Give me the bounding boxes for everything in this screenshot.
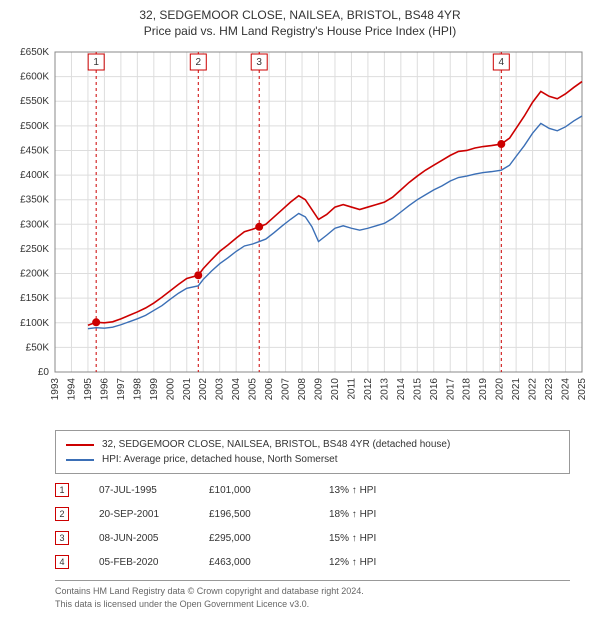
legend-label: 32, SEDGEMOOR CLOSE, NAILSEA, BRISTOL, B…: [102, 437, 450, 452]
svg-text:2006: 2006: [264, 378, 275, 401]
svg-text:£350K: £350K: [20, 195, 49, 206]
svg-text:2012: 2012: [363, 378, 374, 401]
title-main: 32, SEDGEMOOR CLOSE, NAILSEA, BRISTOL, B…: [0, 8, 600, 22]
svg-text:2009: 2009: [314, 378, 325, 401]
svg-text:2005: 2005: [248, 378, 259, 401]
svg-text:1996: 1996: [99, 378, 110, 401]
svg-text:2018: 2018: [462, 378, 473, 401]
svg-text:2000: 2000: [165, 378, 176, 401]
svg-text:2021: 2021: [511, 378, 522, 401]
legend-swatch-hpi: [66, 459, 94, 461]
svg-text:£0: £0: [38, 367, 50, 378]
sale-date: 08-JUN-2005: [69, 533, 209, 544]
svg-text:2013: 2013: [379, 378, 390, 401]
marker-box: 3: [55, 531, 69, 545]
svg-text:1: 1: [93, 57, 99, 68]
sale-price: £101,000: [209, 485, 329, 496]
chart-titles: 32, SEDGEMOOR CLOSE, NAILSEA, BRISTOL, B…: [0, 0, 600, 42]
svg-text:2007: 2007: [281, 378, 292, 401]
table-row: 308-JUN-2005£295,00015% ↑ HPI: [55, 526, 570, 550]
svg-text:1995: 1995: [83, 378, 94, 401]
svg-text:2011: 2011: [346, 378, 357, 400]
svg-text:2015: 2015: [412, 378, 423, 401]
sale-pct: 15% ↑ HPI: [329, 533, 449, 544]
legend-swatch-property: [66, 444, 94, 446]
marker-box: 2: [55, 507, 69, 521]
sale-pct: 12% ↑ HPI: [329, 557, 449, 568]
svg-text:2002: 2002: [198, 378, 209, 401]
svg-text:£150K: £150K: [20, 293, 49, 304]
legend-item: HPI: Average price, detached house, Nort…: [66, 452, 559, 467]
svg-text:2003: 2003: [215, 378, 226, 401]
svg-text:2010: 2010: [330, 378, 341, 401]
svg-text:£650K: £650K: [20, 47, 49, 58]
svg-text:£200K: £200K: [20, 269, 49, 280]
svg-text:2022: 2022: [528, 378, 539, 401]
svg-text:1994: 1994: [66, 378, 77, 401]
sale-price: £463,000: [209, 557, 329, 568]
svg-text:2023: 2023: [544, 378, 555, 401]
svg-text:1998: 1998: [132, 378, 143, 401]
svg-text:£500K: £500K: [20, 121, 49, 132]
marker-box: 1: [55, 483, 69, 497]
svg-text:£300K: £300K: [20, 219, 49, 230]
svg-text:2020: 2020: [495, 378, 506, 401]
svg-text:1997: 1997: [116, 378, 127, 401]
sale-pct: 18% ↑ HPI: [329, 509, 449, 520]
svg-text:1993: 1993: [50, 378, 61, 401]
sale-pct: 13% ↑ HPI: [329, 485, 449, 496]
svg-text:2004: 2004: [231, 378, 242, 401]
footer-line: This data is licensed under the Open Gov…: [55, 598, 570, 611]
sale-price: £196,500: [209, 509, 329, 520]
svg-text:3: 3: [256, 57, 262, 68]
sale-date: 07-JUL-1995: [69, 485, 209, 496]
svg-text:2014: 2014: [396, 378, 407, 401]
svg-text:2: 2: [195, 57, 201, 68]
svg-text:£450K: £450K: [20, 145, 49, 156]
svg-text:£550K: £550K: [20, 96, 49, 107]
title-sub: Price paid vs. HM Land Registry's House …: [0, 24, 600, 38]
table-row: 220-SEP-2001£196,50018% ↑ HPI: [55, 502, 570, 526]
svg-text:£100K: £100K: [20, 318, 49, 329]
table-row: 107-JUL-1995£101,00013% ↑ HPI: [55, 478, 570, 502]
svg-text:2017: 2017: [445, 378, 456, 401]
svg-text:2024: 2024: [561, 378, 572, 401]
legend-label: HPI: Average price, detached house, Nort…: [102, 452, 338, 467]
svg-text:2008: 2008: [297, 378, 308, 401]
svg-text:2025: 2025: [577, 378, 588, 401]
svg-text:£600K: £600K: [20, 72, 49, 83]
legend: 32, SEDGEMOOR CLOSE, NAILSEA, BRISTOL, B…: [55, 430, 570, 474]
svg-text:1999: 1999: [149, 378, 160, 401]
svg-text:£50K: £50K: [26, 342, 50, 353]
svg-text:4: 4: [499, 57, 505, 68]
svg-text:£250K: £250K: [20, 244, 49, 255]
sale-date: 05-FEB-2020: [69, 557, 209, 568]
legend-item: 32, SEDGEMOOR CLOSE, NAILSEA, BRISTOL, B…: [66, 437, 559, 452]
svg-text:2019: 2019: [478, 378, 489, 401]
svg-text:£400K: £400K: [20, 170, 49, 181]
sale-date: 20-SEP-2001: [69, 509, 209, 520]
sale-price: £295,000: [209, 533, 329, 544]
sales-table: 107-JUL-1995£101,00013% ↑ HPI220-SEP-200…: [55, 478, 570, 574]
footer: Contains HM Land Registry data © Crown c…: [55, 580, 570, 610]
svg-text:2001: 2001: [182, 378, 193, 401]
marker-box: 4: [55, 555, 69, 569]
table-row: 405-FEB-2020£463,00012% ↑ HPI: [55, 550, 570, 574]
svg-text:2016: 2016: [429, 378, 440, 401]
chart-svg: £0 £50K £100K £150K £200K £250K £300K £350K £400…: [0, 42, 600, 422]
chart-area: £0 £50K £100K £150K £200K £250K £300K £350K £400…: [0, 42, 600, 422]
footer-line: Contains HM Land Registry data © Crown c…: [55, 585, 570, 598]
